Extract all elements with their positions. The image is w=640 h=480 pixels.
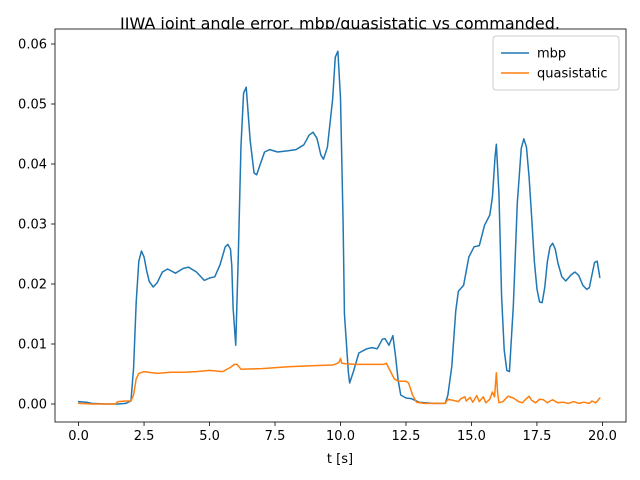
x-tick-label: 5.0 — [199, 429, 220, 444]
legend-label-quasistatic: quasistatic — [537, 67, 608, 82]
y-axis: 0.00 0.01 0.02 0.03 0.04 0.05 0.06 — [18, 38, 55, 413]
x-tick-label: 12.5 — [392, 429, 421, 444]
x-axis: 0.0 2.5 5.0 7.5 10.0 12.5 15.0 17.5 20.0 — [68, 422, 617, 444]
plot-area — [54, 28, 627, 423]
y-tick-label: 0.05 — [18, 98, 47, 113]
x-tick-label: 2.5 — [134, 429, 155, 444]
x-tick-label: 15.0 — [457, 429, 486, 444]
x-tick-label: 20.0 — [588, 429, 617, 444]
series-line-quasistatic — [77, 357, 601, 405]
y-tick-label: 0.04 — [18, 158, 47, 173]
y-tick-label: 0.06 — [18, 38, 47, 53]
series-layer — [77, 50, 601, 405]
y-tick-label: 0.03 — [18, 218, 47, 233]
x-tick-label: 7.5 — [265, 429, 286, 444]
legend-box — [492, 35, 620, 91]
x-tick-label: 0.0 — [68, 429, 89, 444]
series-line-mbp — [77, 50, 601, 405]
legend-label-mbp: mbp — [537, 47, 566, 62]
y-tick-label: 0.01 — [18, 338, 47, 353]
x-tick-label: 17.5 — [522, 429, 551, 444]
chart-title: IIWA joint angle error, mbp/quasistatic … — [120, 14, 560, 33]
y-tick-label: 0.00 — [18, 398, 47, 413]
legend: mbp quasistatic — [492, 35, 620, 91]
x-axis-label: t [s] — [327, 452, 353, 467]
x-tick-label: 10.0 — [326, 429, 355, 444]
y-tick-label: 0.02 — [18, 278, 47, 293]
